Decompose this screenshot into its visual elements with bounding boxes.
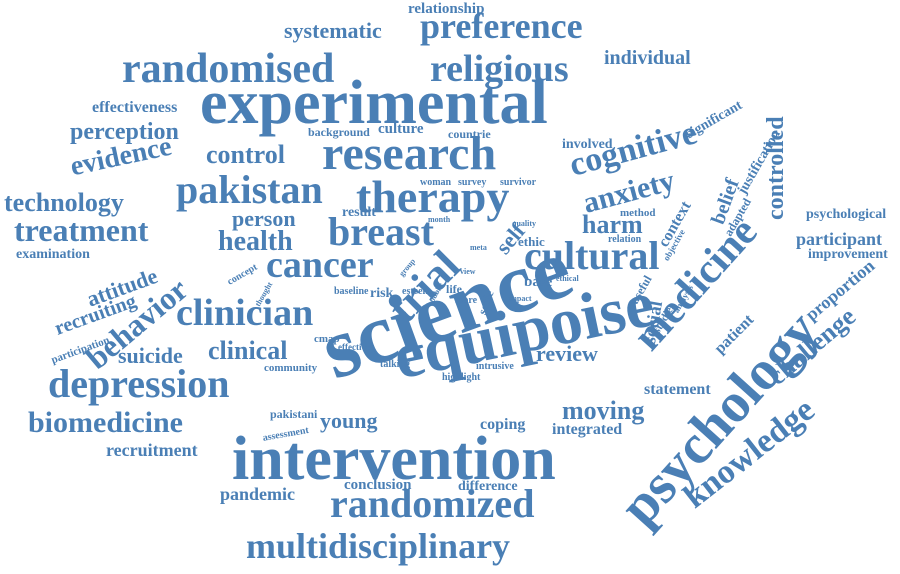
word-cancer: cancer	[266, 244, 374, 286]
word-improvement: improvement	[808, 247, 888, 262]
word-suicide: suicide	[118, 343, 183, 368]
word-technology: technology	[4, 188, 124, 217]
word-control: control	[206, 140, 285, 169]
word-meta: meta	[470, 243, 487, 252]
word-countrie: countrie	[448, 127, 491, 141]
word-impact: impact	[508, 294, 532, 303]
word-young: young	[320, 408, 378, 433]
word-randomized: randomized	[330, 481, 535, 526]
word-preference: preference	[420, 6, 583, 46]
word-talking: talking	[380, 359, 411, 370]
word-clinical: clinical	[208, 336, 288, 365]
word-ethic: ethic	[518, 234, 545, 249]
word-psychological: psychological	[806, 207, 887, 222]
word-effective: effective	[338, 342, 370, 352]
word-person: person	[232, 206, 296, 231]
word-moving: moving	[562, 396, 645, 425]
word-breast: breast	[328, 209, 434, 254]
word-pandemic: pandemic	[220, 484, 296, 504]
word-biomedicine: biomedicine	[28, 406, 183, 439]
word-cmap: cmap	[314, 333, 340, 345]
word-depression: depression	[48, 361, 230, 406]
word-systematic: systematic	[284, 18, 382, 43]
word-quality: quality	[512, 219, 537, 228]
word-background: background	[308, 125, 370, 139]
word-perception: perception	[70, 119, 179, 145]
word-difference: difference	[458, 479, 518, 494]
word-statement: statement	[644, 381, 711, 398]
word-ethical: ethical	[556, 274, 579, 283]
word-health: health	[218, 226, 293, 257]
word-research: research	[322, 127, 497, 180]
word-cultural: cultural	[524, 233, 660, 278]
word-risk: risk	[370, 286, 394, 301]
word-pakistani: pakistani	[270, 407, 318, 421]
word-examination: examination	[16, 247, 90, 262]
word-religious: religious	[430, 48, 569, 90]
word-culture: culture	[378, 121, 424, 137]
word-clinician: clinician	[176, 292, 314, 334]
word-therapy: therapy	[356, 171, 510, 222]
word-community: community	[264, 362, 318, 374]
word-review: review	[536, 341, 598, 366]
word-treatment: treatment	[14, 212, 149, 248]
word-pakistan: pakistan	[176, 167, 323, 212]
word-integrated: integrated	[552, 421, 623, 438]
word-method: method	[620, 207, 656, 219]
word-more: more	[455, 295, 478, 306]
word-esteem: esteem	[402, 286, 431, 297]
word-survey: survey	[458, 177, 487, 188]
word-month: month	[428, 215, 451, 224]
word-multidisciplinary: multidisciplinary	[246, 526, 511, 566]
word-randomised: randomised	[122, 46, 335, 92]
word-participant: participant	[796, 229, 883, 249]
word-survivor: survivor	[500, 177, 537, 188]
word-intervention: intervention	[232, 425, 556, 493]
word-harm: harm	[582, 210, 643, 239]
word-individual: individual	[604, 47, 691, 69]
word-recruitment: recruitment	[106, 440, 198, 460]
word-woman: woman	[420, 177, 452, 188]
word-conclusion: conclusion	[344, 477, 412, 493]
word-view: view	[460, 267, 476, 276]
word-relationship: relationship	[408, 1, 485, 17]
word-highlight: highlight	[442, 372, 481, 383]
word-relation: relation	[608, 234, 642, 245]
word-coping: coping	[480, 416, 526, 433]
word-involved: involved	[562, 137, 613, 152]
word-life: life	[446, 282, 462, 296]
word-result: result	[342, 205, 376, 220]
word-intrusive: intrusive	[476, 361, 514, 372]
word-baseline: baseline	[334, 286, 369, 297]
word-concept: concept	[225, 261, 260, 288]
word-effectiveness: effectiveness	[92, 99, 178, 116]
word-base: base	[524, 274, 553, 290]
word-experimental: experimental	[200, 69, 548, 137]
